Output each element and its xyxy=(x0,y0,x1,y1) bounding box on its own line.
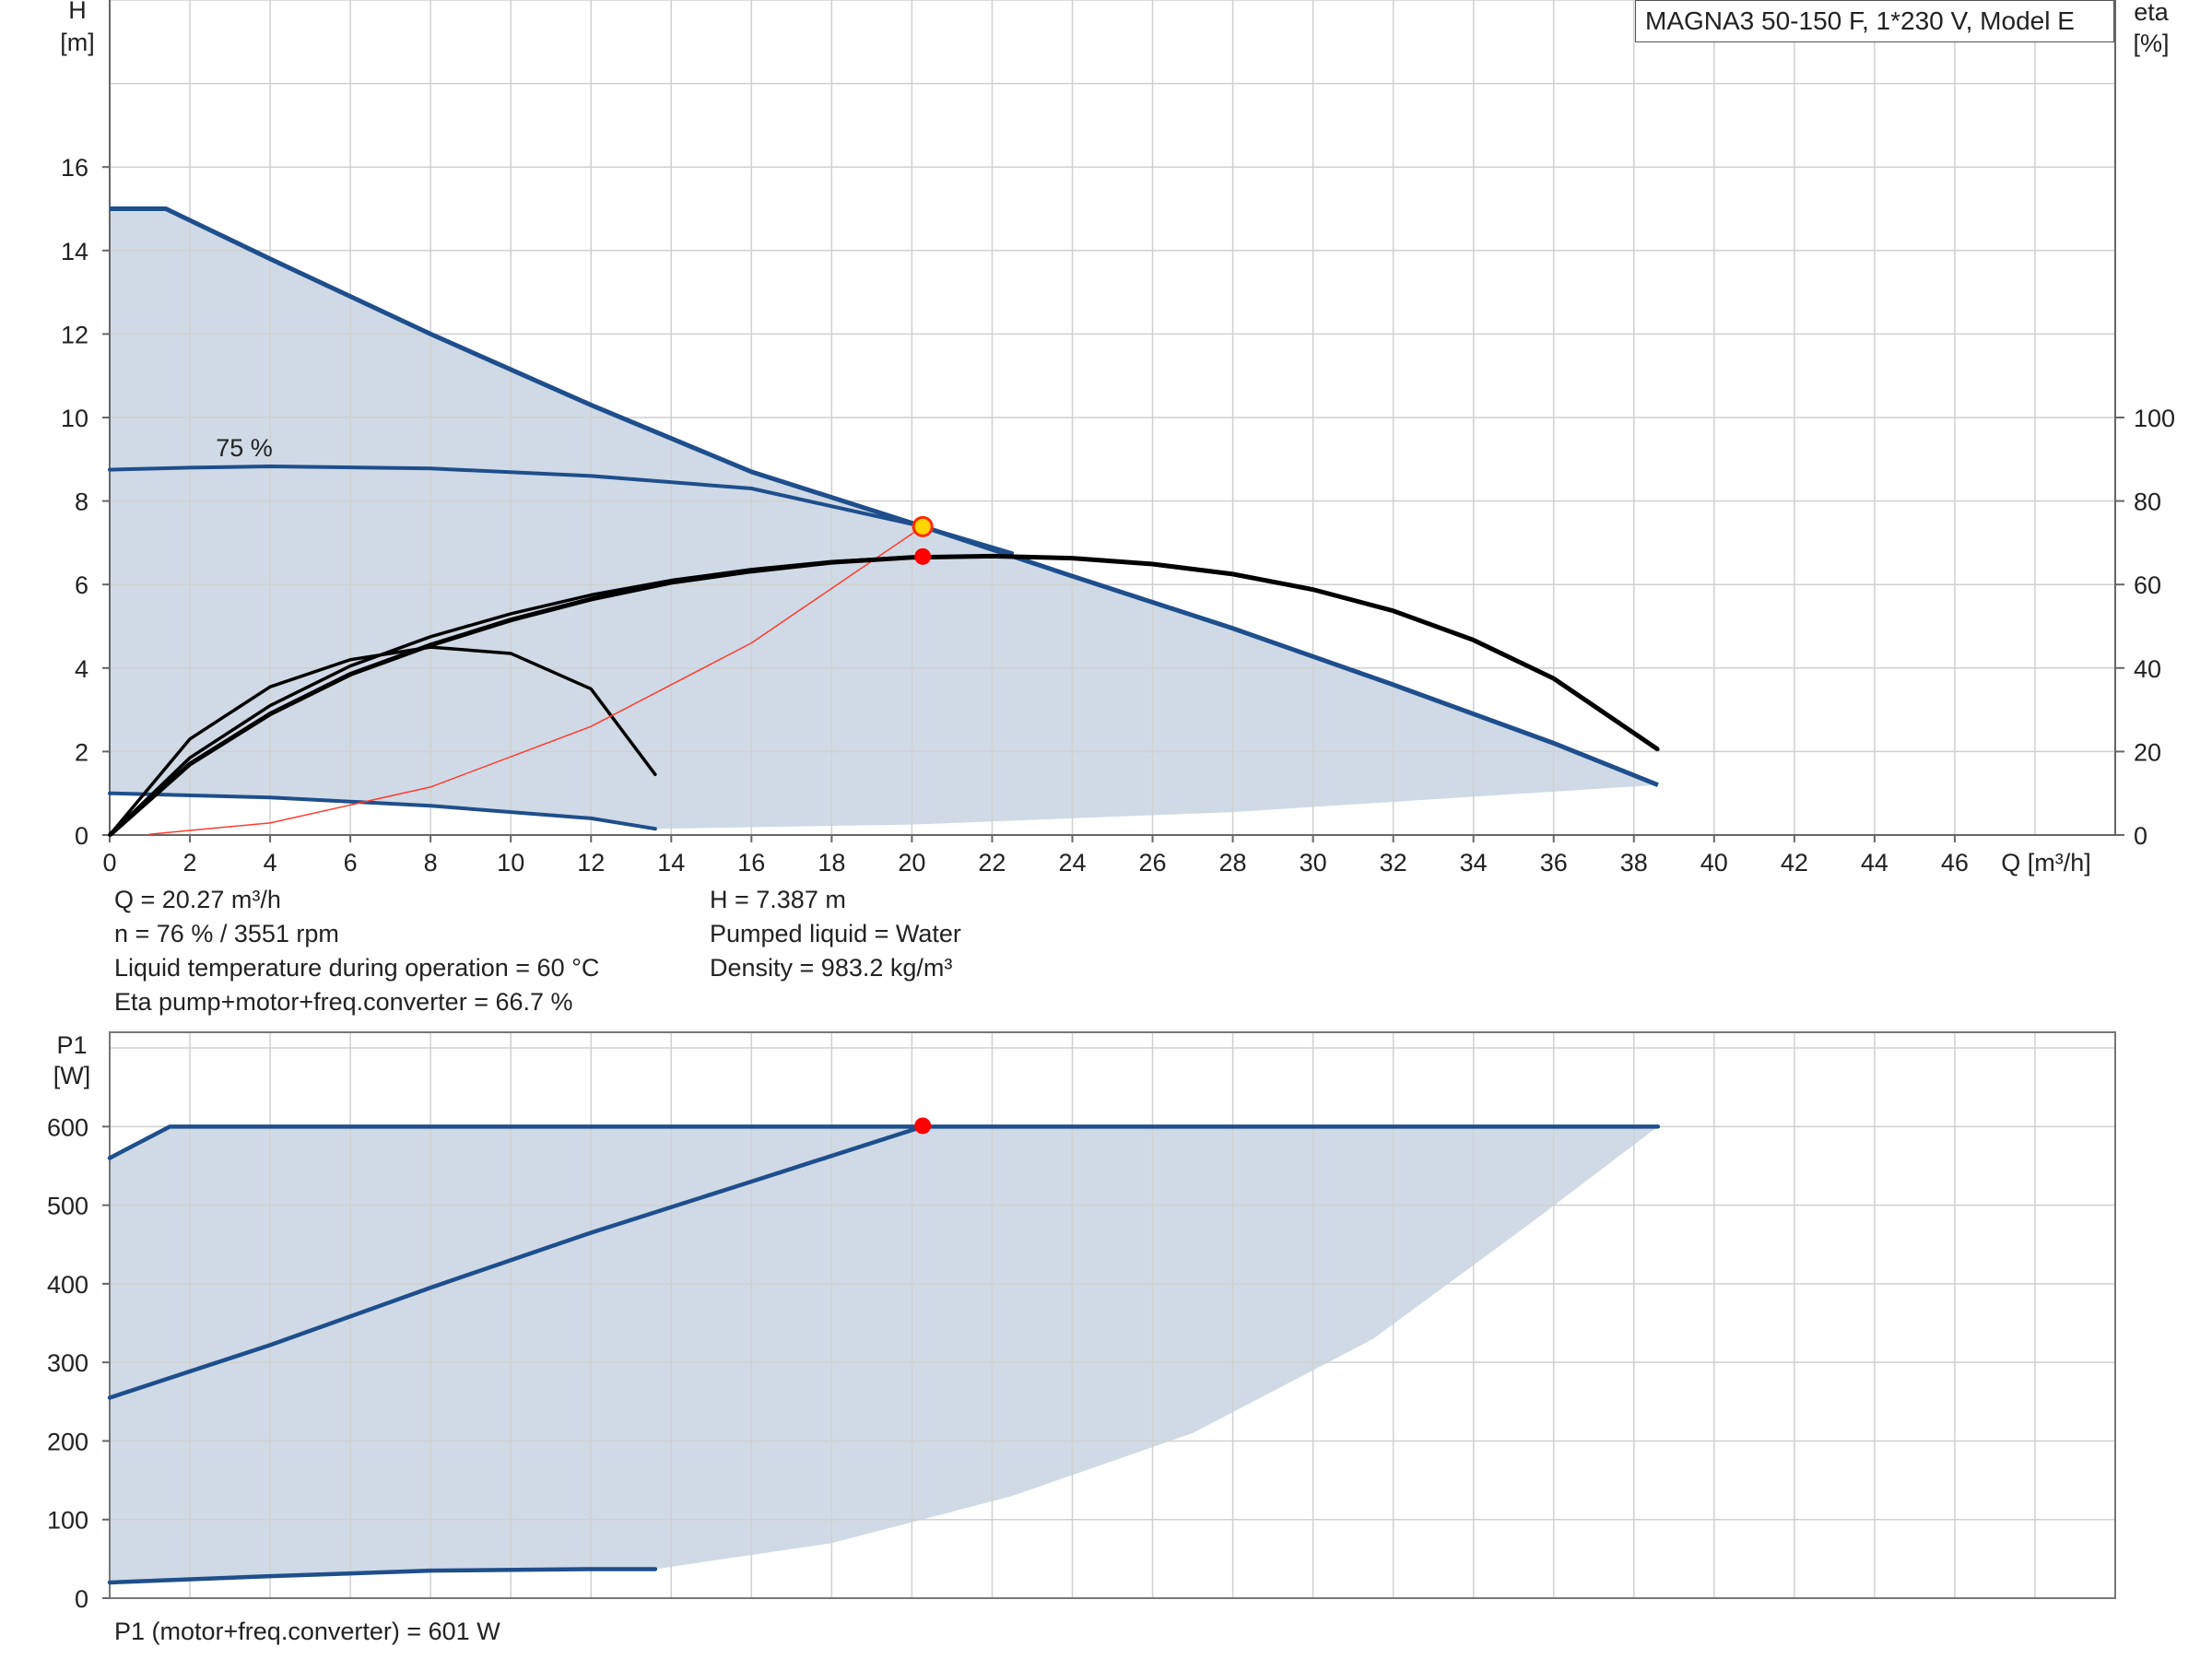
power-plot-frame xyxy=(109,1031,2116,1599)
y-tick-label: 2 xyxy=(75,738,88,766)
y-tick-label: 14 xyxy=(61,238,88,265)
y2-axis-label: eta xyxy=(2134,0,2170,26)
y-tick-label: 0 xyxy=(75,822,88,850)
head-curve xyxy=(108,791,657,831)
head-chart xyxy=(102,0,2124,842)
info-temperature: Liquid temperature during operation = 60… xyxy=(114,954,600,982)
x-tick-label: 34 xyxy=(1460,849,1488,877)
y-tick-label: 12 xyxy=(61,321,88,348)
power-curve xyxy=(107,1124,925,1400)
head-duty-point xyxy=(912,515,934,537)
power-axis-label: P1 xyxy=(56,1031,87,1059)
y2-tick-label: 0 xyxy=(2134,822,2147,850)
y-axis-label: H xyxy=(68,0,87,24)
x-tick-label: 2 xyxy=(183,849,197,877)
y-tick-label: 500 xyxy=(47,1193,88,1220)
x-tick-label: 26 xyxy=(1138,849,1166,877)
x-tick-label: 10 xyxy=(497,849,524,877)
max-speed-head-curve xyxy=(110,206,1659,787)
y-axis-unit: [m] xyxy=(60,29,95,56)
x-tick-label: 30 xyxy=(1300,849,1327,877)
info-power: P1 (motor+freq.converter) = 601 W xyxy=(114,1618,500,1645)
x-tick-label: 0 xyxy=(102,849,116,877)
speed-label: 75 % xyxy=(216,434,273,462)
y-tick-label: 8 xyxy=(75,488,88,516)
x-tick-label: 46 xyxy=(1941,849,1969,877)
power-curve xyxy=(107,1124,1661,1160)
x-tick-label: 8 xyxy=(424,849,438,877)
x-tick-label: 32 xyxy=(1380,849,1407,877)
y-tick-label: 0 xyxy=(75,1585,88,1613)
x-tick-label: 38 xyxy=(1620,849,1648,877)
info-speed: n = 76 % / 3551 rpm xyxy=(114,920,339,947)
system-curve xyxy=(148,525,924,835)
x-tick-label: 22 xyxy=(978,849,1006,877)
x-tick-label: 4 xyxy=(264,849,277,877)
y2-tick-label: 60 xyxy=(2134,571,2161,599)
y2-tick-label: 40 xyxy=(2134,655,2161,683)
y-tick-label: 300 xyxy=(47,1349,88,1377)
power-envelope-area xyxy=(110,1126,1658,1583)
x-tick-label: 24 xyxy=(1058,849,1086,877)
x-tick-label: 28 xyxy=(1219,849,1247,877)
y-tick-label: 600 xyxy=(47,1113,88,1141)
y2-axis-unit: [%] xyxy=(2133,29,2169,57)
power-curve xyxy=(107,1567,658,1585)
info-liquid: Pumped liquid = Water xyxy=(710,920,961,947)
eta-curve xyxy=(108,645,657,837)
eta-duty-point xyxy=(914,547,932,565)
y-tick-label: 100 xyxy=(47,1507,88,1535)
info-left: Q = 20.27 m³/h n = 76 % / 3551 rpm Liqui… xyxy=(114,883,599,1019)
y2-tick-label: 100 xyxy=(2134,405,2175,432)
chart-title-legend: MAGNA3 50-150 F, 1*230 V, Model E xyxy=(1635,0,2114,42)
x-tick-label: 40 xyxy=(1700,849,1728,877)
y-tick-label: 6 xyxy=(75,571,88,599)
info-efficiency: Eta pump+motor+freq.converter = 66.7 % xyxy=(114,988,573,1016)
x-tick-label: 36 xyxy=(1540,849,1568,877)
x-tick-label: 18 xyxy=(818,849,845,877)
y-tick-label: 16 xyxy=(61,154,88,182)
y-tick-label: 400 xyxy=(47,1271,88,1299)
x-tick-label: 42 xyxy=(1781,849,1808,877)
x-tick-label: 16 xyxy=(737,849,765,877)
x-tick-label: 14 xyxy=(657,849,685,877)
info-density: Density = 983.2 kg/m³ xyxy=(710,954,953,982)
main-eta-curve xyxy=(108,553,1660,837)
x-tick-label: 12 xyxy=(577,849,605,877)
x-tick-label: 44 xyxy=(1861,849,1888,877)
y2-tick-label: 20 xyxy=(2134,738,2161,766)
y2-tick-label: 80 xyxy=(2134,488,2161,516)
power-axis-unit: [W] xyxy=(53,1062,91,1089)
x-tick-label: 6 xyxy=(344,849,358,877)
x-axis-label: Q [m³/h] xyxy=(2001,849,2091,877)
y-tick-label: 10 xyxy=(61,405,88,432)
info-right: H = 7.387 m Pumped liquid = Water Densit… xyxy=(710,883,961,985)
power-duty-point xyxy=(914,1117,932,1135)
info-flow: Q = 20.27 m³/h xyxy=(114,886,281,913)
info-head: H = 7.387 m xyxy=(710,886,846,913)
head-curve xyxy=(108,465,1015,556)
y-tick-label: 200 xyxy=(47,1428,88,1455)
power-chart xyxy=(102,1031,2116,1599)
y-tick-label: 4 xyxy=(75,655,88,683)
x-tick-label: 20 xyxy=(898,849,925,877)
